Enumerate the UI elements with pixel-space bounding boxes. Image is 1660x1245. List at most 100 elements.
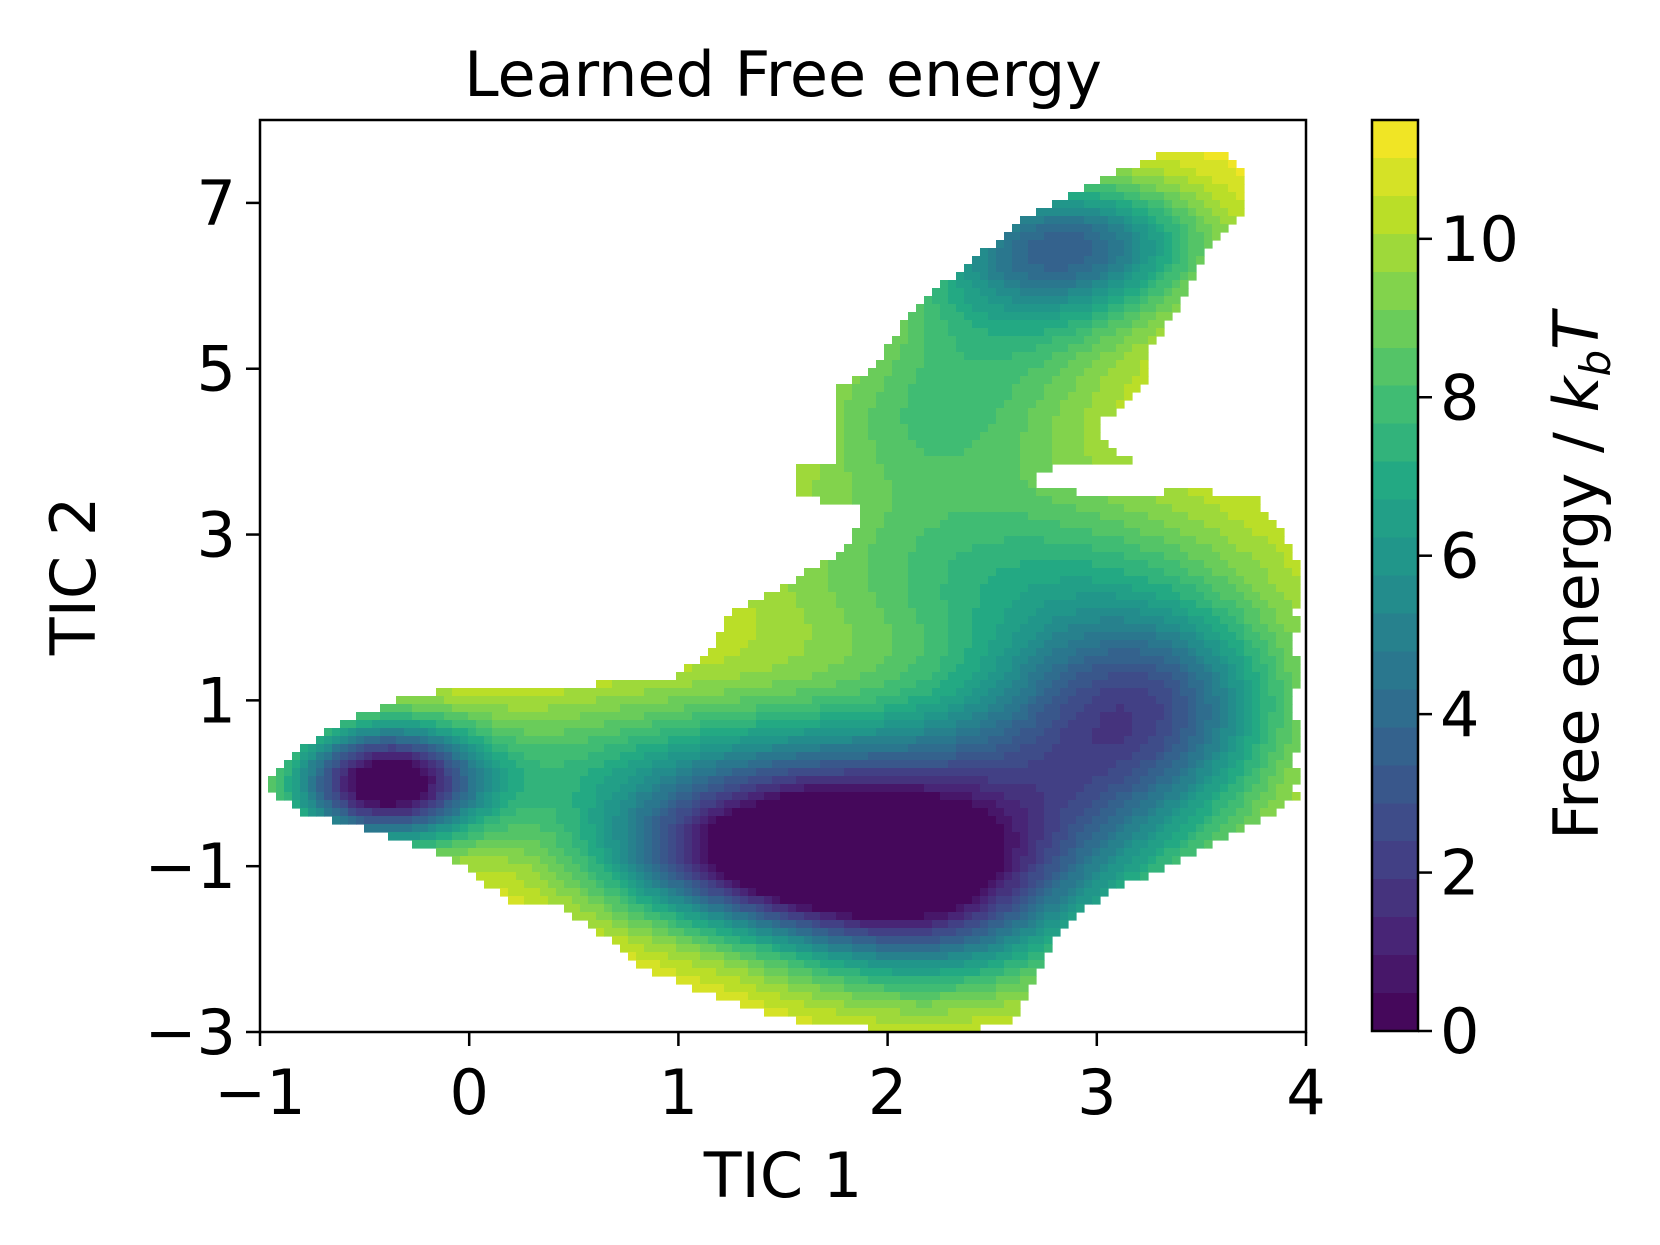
- contour-cell: [1132, 240, 1141, 249]
- contour-cell: [1188, 240, 1205, 249]
- x-tick-label: −1: [214, 1056, 305, 1129]
- contour-cell: [1260, 616, 1277, 625]
- contour-cell: [1004, 240, 1013, 249]
- contour-cell: [1244, 624, 1253, 633]
- contour-cell: [948, 912, 965, 921]
- contour-cell: [1004, 728, 1021, 737]
- contour-cell: [684, 824, 693, 833]
- contour-cell: [908, 584, 941, 593]
- contour-cell: [724, 960, 749, 969]
- contour-cell: [1124, 800, 1141, 809]
- contour-cell: [1020, 432, 1053, 441]
- contour-cell: [1212, 176, 1245, 185]
- contour-cell: [724, 624, 757, 633]
- contour-cell: [956, 280, 973, 289]
- contour-cell: [892, 640, 925, 649]
- contour-cell: [628, 936, 653, 945]
- contour-cell: [700, 824, 709, 833]
- contour-cell: [972, 672, 989, 681]
- contour-cell: [1268, 720, 1285, 729]
- contour-cell: [1180, 280, 1189, 289]
- contour-cell: [1092, 848, 1101, 857]
- contour-cell: [1060, 728, 1093, 737]
- contour-cell: [284, 776, 293, 785]
- contour-cell: [372, 752, 413, 761]
- contour-cell: [604, 816, 613, 825]
- contour-cell: [580, 832, 597, 841]
- contour-cell: [1084, 864, 1101, 873]
- contour-cell: [500, 792, 517, 801]
- contour-cell: [708, 864, 717, 873]
- contour-cell: [1156, 784, 1173, 793]
- contour-cell: [644, 864, 653, 873]
- contour-cell: [644, 888, 661, 897]
- contour-cell: [996, 632, 1013, 641]
- contour-cell: [1068, 800, 1093, 809]
- contour-cell: [1092, 880, 1109, 889]
- contour-cell: [1172, 728, 1181, 737]
- contour-cell: [716, 800, 725, 809]
- contour-cell: [572, 856, 589, 865]
- contour-cell: [1204, 688, 1213, 697]
- contour-cell: [1004, 232, 1021, 241]
- contour-cell: [1180, 256, 1189, 265]
- contour-cell: [340, 752, 349, 761]
- contour-cell: [700, 832, 709, 841]
- contour-cell: [1132, 168, 1165, 177]
- contour-cell: [668, 808, 677, 817]
- contour-cell: [756, 888, 981, 897]
- contour-cell: [876, 728, 925, 737]
- contour-cell: [1180, 624, 1197, 633]
- contour-cell: [692, 768, 717, 777]
- contour-cell: [588, 896, 605, 905]
- contour-cell: [1268, 536, 1285, 545]
- contour-cell: [812, 928, 829, 937]
- contour-cell: [580, 712, 645, 721]
- contour-cell: [1084, 704, 1117, 713]
- contour-cell: [924, 912, 949, 921]
- contour-cell: [748, 776, 773, 785]
- contour-cell: [852, 736, 917, 745]
- contour-cell: [956, 904, 965, 913]
- contour-cell: [1172, 784, 1189, 793]
- contour-cell: [580, 816, 589, 825]
- contour-cell: [948, 920, 965, 929]
- contour-cell: [444, 760, 453, 769]
- contour-cell: [612, 912, 629, 921]
- contour-cell: [1188, 696, 1197, 705]
- contour-cell: [1180, 728, 1197, 737]
- contour-cell: [436, 688, 453, 697]
- contour-cell: [1268, 728, 1277, 737]
- contour-cell: [708, 904, 725, 913]
- contour-cell: [420, 768, 429, 777]
- contour-cell: [812, 904, 957, 913]
- contour-cell: [1124, 736, 1149, 745]
- contour-cell: [1076, 896, 1093, 905]
- contour-cell: [1228, 776, 1237, 785]
- contour-cell: [1252, 528, 1285, 537]
- contour-cell: [812, 696, 877, 705]
- contour-cell: [796, 480, 813, 489]
- contour-cell: [412, 824, 429, 833]
- contour-cell: [1060, 408, 1085, 417]
- contour-cell: [1028, 680, 1037, 689]
- contour-cell: [1124, 552, 1165, 561]
- contour-cell: [1252, 656, 1261, 665]
- contour-cell: [1212, 792, 1221, 801]
- contour-cell: [604, 864, 613, 873]
- contour-cell: [612, 824, 629, 833]
- contour-cell: [1020, 704, 1029, 713]
- contour-cell: [1004, 272, 1029, 281]
- contour-cell: [740, 1000, 765, 1009]
- contour-cell: [516, 808, 557, 817]
- contour-cell: [1076, 688, 1101, 697]
- contour-cell: [1260, 752, 1269, 761]
- contour-cell: [812, 944, 829, 953]
- contour-cell: [1012, 944, 1029, 953]
- contour-cell: [996, 936, 1005, 945]
- contour-cell: [636, 808, 653, 817]
- contour-cell: [1020, 928, 1037, 937]
- contour-cell: [1060, 872, 1069, 881]
- contour-cell: [972, 304, 1005, 313]
- contour-cell: [1036, 920, 1045, 929]
